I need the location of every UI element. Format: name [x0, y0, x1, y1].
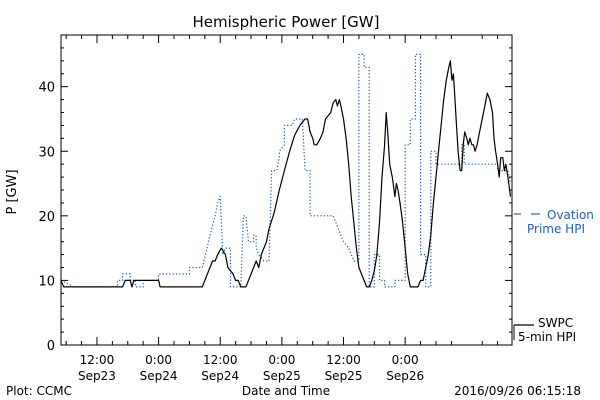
plot-timestamp: 2016/09/26 06:15:18 [454, 384, 581, 398]
x-tick-time-label: 0:00 [268, 353, 295, 367]
x-tick-date-label: Sep25 [263, 369, 301, 383]
x-tick-date-label: Sep26 [386, 369, 424, 383]
ovation-prime-line [60, 53, 512, 288]
legend-swpc-label-2: 5-min HPI [518, 330, 576, 344]
y-tick-label-40: 40 [38, 81, 55, 96]
legend-ovation-label-1: Ovation [547, 208, 594, 222]
y-tick-label-20: 20 [38, 210, 55, 225]
x-tick-time-label: 0:00 [145, 353, 172, 367]
x-axis-label: Date and Time [242, 384, 330, 398]
x-tick-date-label: Sep25 [325, 369, 363, 383]
y-tick-label-10: 10 [38, 274, 55, 289]
plot-credit: Plot: CCMC [6, 384, 72, 398]
chart-title: Hemispheric Power [GW] [193, 13, 380, 31]
x-tick-date-label: Sep24 [201, 369, 239, 383]
ovation-prime-series [60, 53, 512, 288]
swpc-line [60, 60, 512, 288]
y-tick-label-30: 30 [38, 145, 55, 160]
swpc-series [60, 60, 512, 288]
legend-ovation-label-2: Prime HPI [527, 222, 585, 236]
y-axis: 0 10 20 30 40 [38, 47, 512, 354]
x-tick-time-label: 12:00 [326, 353, 361, 367]
y-axis-label: P [GW] [5, 169, 20, 214]
x-tick-time-label: 12:00 [203, 353, 238, 367]
x-tick-date-label: Sep23 [78, 369, 116, 383]
x-tick-date-label: Sep24 [140, 369, 178, 383]
y-tick-label-0: 0 [47, 339, 55, 354]
legend-swpc-label-1: SWPC [538, 316, 573, 330]
x-axis: 12:00 Sep23 0:00 Sep24 12:00 Sep24 0:00 Sep25 12… [65, 35, 499, 383]
x-tick-time-label: 12:00 [80, 353, 115, 367]
x-tick-time-label: 0:00 [392, 353, 419, 367]
